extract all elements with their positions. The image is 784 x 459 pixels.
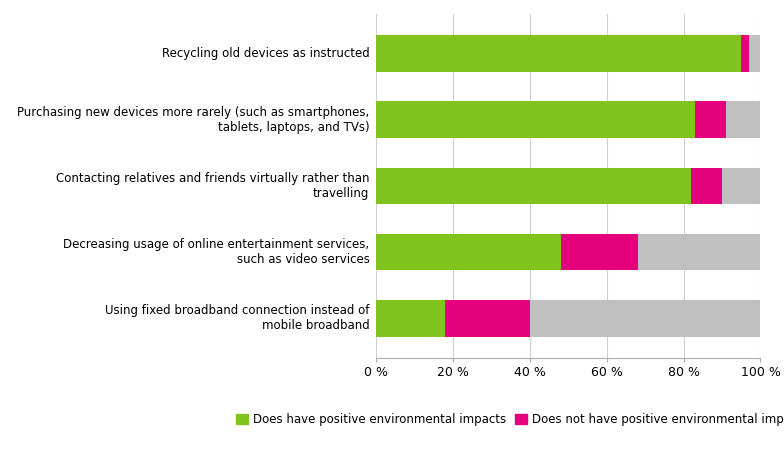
- Bar: [376, 300, 445, 336]
- Bar: [695, 101, 726, 138]
- Bar: [691, 168, 722, 204]
- Bar: [749, 35, 760, 72]
- Bar: [376, 234, 561, 270]
- Bar: [376, 101, 695, 138]
- Bar: [722, 168, 760, 204]
- Bar: [726, 101, 760, 138]
- Bar: [376, 168, 691, 204]
- Bar: [376, 35, 741, 72]
- Legend: Does have positive environmental impacts, Does not have positive environmental i: Does have positive environmental impacts…: [231, 409, 784, 431]
- Bar: [741, 35, 749, 72]
- Bar: [637, 234, 760, 270]
- Bar: [530, 300, 760, 336]
- Bar: [561, 234, 637, 270]
- Bar: [445, 300, 530, 336]
